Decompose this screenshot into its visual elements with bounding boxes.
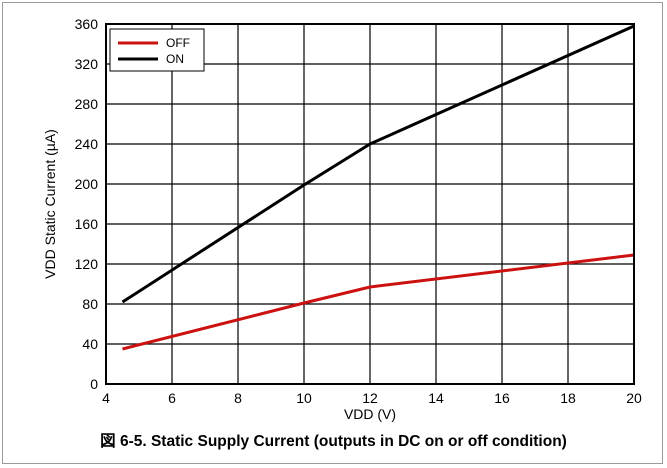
x-tick-label: 10 xyxy=(296,390,312,406)
series-line-on xyxy=(121,24,635,304)
y-tick-label: 240 xyxy=(75,136,99,152)
y-tick-label: 120 xyxy=(75,256,99,272)
y-tick-label: 0 xyxy=(90,376,98,392)
x-tick-label: 16 xyxy=(494,390,510,406)
grid xyxy=(105,23,635,385)
legend-box xyxy=(109,28,205,72)
x-tick-label: 12 xyxy=(362,390,378,406)
x-tick-label: 20 xyxy=(626,390,642,406)
legend-label-off: OFF xyxy=(166,36,190,50)
legend: OFF ON xyxy=(109,28,205,72)
y-tick-label: 80 xyxy=(82,296,98,312)
series-line-off xyxy=(122,253,635,351)
y-tick-label: 200 xyxy=(75,176,99,192)
y-tick-label: 360 xyxy=(75,16,99,32)
x-tick-labels: 4 6 8 10 12 14 16 18 20 xyxy=(102,390,642,406)
x-axis-label: VDD (V) xyxy=(344,406,396,422)
figure-caption: 図 6-5. Static Supply Current (outputs in… xyxy=(100,433,567,450)
chart: 0 40 80 120 160 200 240 280 320 360 4 6 8 10 12 14 16 18… xyxy=(42,16,642,422)
series-lines xyxy=(121,24,635,351)
y-tick-labels: 0 40 80 120 160 200 240 280 320 360 xyxy=(75,16,99,392)
y-tick-label: 160 xyxy=(75,216,99,232)
x-tick-label: 18 xyxy=(560,390,576,406)
y-axis-label: VDD Static Current (µA) xyxy=(42,129,58,279)
x-tick-label: 6 xyxy=(168,390,176,406)
x-tick-label: 14 xyxy=(428,390,444,406)
plot-border xyxy=(105,23,635,385)
figure-frame xyxy=(2,2,663,464)
x-tick-label: 4 xyxy=(102,390,110,406)
y-tick-label: 40 xyxy=(82,336,98,352)
y-tick-label: 320 xyxy=(75,56,99,72)
legend-label-on: ON xyxy=(166,52,184,66)
y-tick-label: 280 xyxy=(75,96,99,112)
x-tick-label: 8 xyxy=(234,390,242,406)
